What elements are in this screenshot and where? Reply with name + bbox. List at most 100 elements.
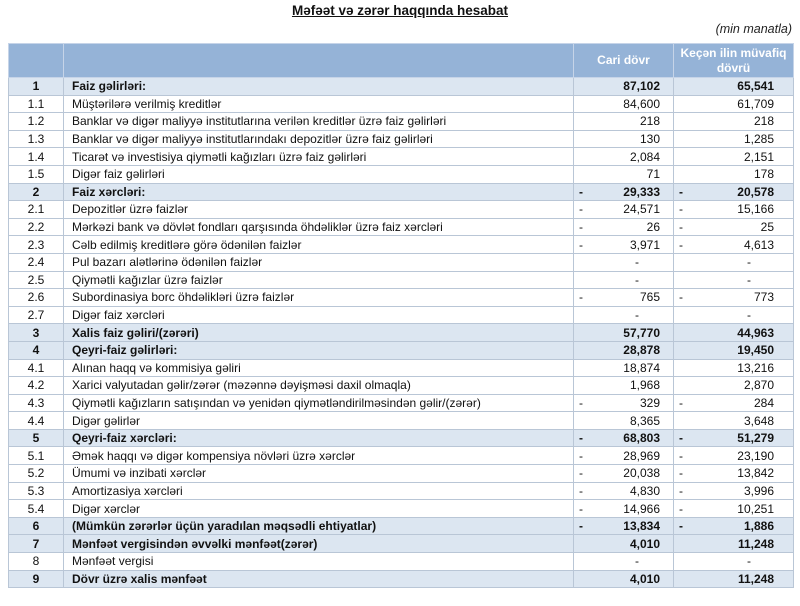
minus-sign: - [579, 501, 583, 516]
current-value-cell: 4,010 [573, 569, 674, 589]
previous-value: 65,541 [737, 79, 774, 94]
previous-value-cell: - [673, 252, 794, 272]
row-number-cell: 5.2 [8, 464, 64, 483]
row-number-cell: 3 [8, 323, 64, 342]
row-number-cell: 2.1 [8, 200, 64, 219]
row-number-cell: 9 [8, 569, 64, 589]
current-value-cell: - 26 [573, 217, 674, 237]
row-number-cell: 1.1 [8, 94, 64, 114]
previous-value: 3,996 [743, 483, 774, 498]
row-number-cell: 5.4 [8, 499, 64, 518]
current-value: 24,571 [623, 202, 660, 217]
row-label-cell: Ümumi və inzibati xərclər [63, 464, 574, 483]
table-row: 6 (Mümkün zərərlər üçün yaradılan məqsədl… [8, 516, 794, 536]
current-value: 130 [639, 132, 660, 147]
table-row: 2.7 Digər faiz xərcləri - - [8, 305, 794, 325]
current-value: 28,969 [623, 448, 660, 463]
current-value: 20,038 [623, 466, 660, 481]
previous-value: 10,251 [737, 501, 774, 516]
previous-value: 15,166 [737, 202, 774, 217]
current-value-cell: - 3,971 [573, 235, 674, 254]
row-label-cell: Cəlb edilmiş kreditlərə görə ödənilən fa… [63, 235, 574, 254]
row-number-cell: 5.1 [8, 446, 64, 466]
current-value: 218 [639, 114, 660, 129]
row-label-cell: Qiymətli kağızlar üzrə faizlər [63, 270, 574, 290]
current-value-cell: 4,010 [573, 534, 674, 554]
minus-sign: - [579, 483, 583, 498]
row-label-cell: Mənfəət vergisi [63, 552, 574, 571]
previous-value-cell: - 25 [673, 217, 794, 237]
previous-value: 773 [753, 290, 774, 305]
minus-sign: - [679, 519, 683, 534]
previous-value: 2,870 [743, 378, 774, 393]
table-row: 4.1 Alınan haqq və kommisiya gəliri 18,874… [8, 358, 794, 378]
previous-value-cell: - [673, 552, 794, 571]
previous-value: 218 [753, 114, 774, 129]
previous-value: 19,450 [737, 343, 774, 358]
current-value-cell: - 28,969 [573, 446, 674, 466]
minus-sign: - [579, 466, 583, 481]
current-value: 4,010 [629, 536, 660, 551]
minus-sign: - [679, 290, 683, 305]
minus-sign: - [579, 395, 583, 410]
table-row: 4 Qeyri-faiz gəlirləri: 28,878 19,450 [8, 340, 794, 360]
previous-value: 44,963 [737, 325, 774, 340]
minus-sign: - [679, 501, 683, 516]
row-number-cell: 8 [8, 552, 64, 571]
row-label-cell: Banklar və digər maliyyə institutlarında… [63, 129, 574, 149]
table-row: 3 Xalis faiz gəliri/(zərəri) 57,770 44,963 [8, 323, 794, 342]
table-row: 5.1 Əmək haqqı və digər kompensiya növlər… [8, 446, 794, 466]
row-label-cell: Mərkəzi bank və dövlət fondları qarşısın… [63, 217, 574, 237]
previous-value-cell: 2,870 [673, 376, 794, 395]
row-label-cell: Digər faiz xərcləri [63, 305, 574, 325]
current-value-cell: 8,365 [573, 411, 674, 430]
previous-value: 13,216 [737, 360, 774, 375]
row-number-cell: 2.7 [8, 305, 64, 325]
previous-value: - [747, 554, 751, 569]
previous-value-cell: 218 [673, 112, 794, 131]
row-number-cell: 6 [8, 516, 64, 536]
table-row: 5.4 Digər xərclər -14,966-10,251 [8, 499, 794, 518]
table-row: 2.1 Depozitlər üzrə faizlər -24,571-15,166 [8, 200, 794, 219]
row-number-cell: 2.6 [8, 288, 64, 307]
row-number-cell: 7 [8, 534, 64, 554]
previous-value-cell: - [673, 270, 794, 290]
previous-value: 61,709 [737, 96, 774, 111]
previous-value: 284 [753, 395, 774, 410]
previous-value-cell: - 23,190 [673, 446, 794, 466]
table-row: 1.2 Banklar və digər maliyyə institutları… [8, 112, 794, 131]
row-number-cell: 2.5 [8, 270, 64, 290]
row-label-cell: Əmək haqqı və digər kompensiya növləri ü… [63, 446, 574, 466]
previous-value: 23,190 [737, 448, 774, 463]
current-value-cell: - 4,830 [573, 481, 674, 501]
current-value: 4,830 [629, 483, 660, 498]
previous-value-cell: - [673, 305, 794, 325]
current-value: 1,968 [629, 378, 660, 393]
previous-value-cell: - 773 [673, 288, 794, 307]
table-row: 1.4 Ticarət və investisiya qiymətli kağız… [8, 147, 794, 166]
table-row: 5 Qeyri-faiz xərcləri: -68,803-51,279 [8, 428, 794, 448]
previous-value-cell: - 3,996 [673, 481, 794, 501]
previous-value-cell: - 20,578 [673, 182, 794, 202]
table-row: 5.3 Amortizasiya xərcləri -4,830-3,996 [8, 481, 794, 501]
row-label-cell: Faiz gəlirləri: [63, 77, 574, 96]
row-label-cell: Ticarət və investisiya qiymətli kağızlar… [63, 147, 574, 166]
table-row: 2 Faiz xərcləri: -29,333-20,578 [8, 182, 794, 202]
row-label-cell: Banklar və digər maliyyə institutlarına … [63, 112, 574, 131]
current-value: 765 [639, 290, 660, 305]
current-value-cell: - 765 [573, 288, 674, 307]
table-row: 2.2 Mərkəzi bank və dövlət fondları qarşı… [8, 217, 794, 237]
current-value-cell: - [573, 270, 674, 290]
previous-value-cell: - 13,842 [673, 464, 794, 483]
row-label-cell: Xarici valyutadan gəlir/zərər (məzənnə d… [63, 376, 574, 395]
row-label-cell: Faiz xərcləri: [63, 182, 574, 202]
current-value: - [635, 255, 639, 270]
previous-value: - [747, 255, 751, 270]
table-row: 4.2 Xarici valyutadan gəlir/zərər (məzənn… [8, 376, 794, 395]
row-label-cell: Dövr üzrə xalis mənfəət [63, 569, 574, 589]
current-value-cell: 71 [573, 164, 674, 184]
row-number-cell: 2.3 [8, 235, 64, 254]
current-value-cell: 84,600 [573, 94, 674, 114]
current-value: 3,971 [629, 237, 660, 252]
current-value: - [635, 308, 639, 323]
